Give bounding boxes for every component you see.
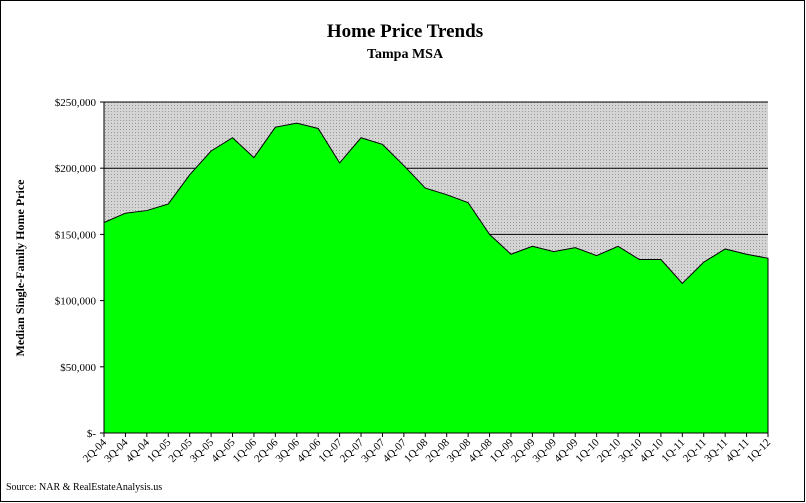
chart-subtitle: Tampa MSA — [367, 47, 444, 62]
source-note: Source: NAR & RealEstateAnalysis.us — [6, 482, 162, 493]
y-tick-label: $100,000 — [55, 296, 97, 308]
y-tick-label: $- — [87, 428, 97, 440]
y-tick-label: $50,000 — [60, 362, 96, 374]
y-tick-label: $250,000 — [55, 97, 97, 109]
y-tick-label: $150,000 — [55, 229, 97, 241]
y-tick-label: $200,000 — [55, 163, 97, 175]
y-axis-label: Median Single-Family Home Price — [13, 179, 27, 357]
chart-title: Home Price Trends — [327, 21, 483, 42]
area — [103, 122, 769, 434]
